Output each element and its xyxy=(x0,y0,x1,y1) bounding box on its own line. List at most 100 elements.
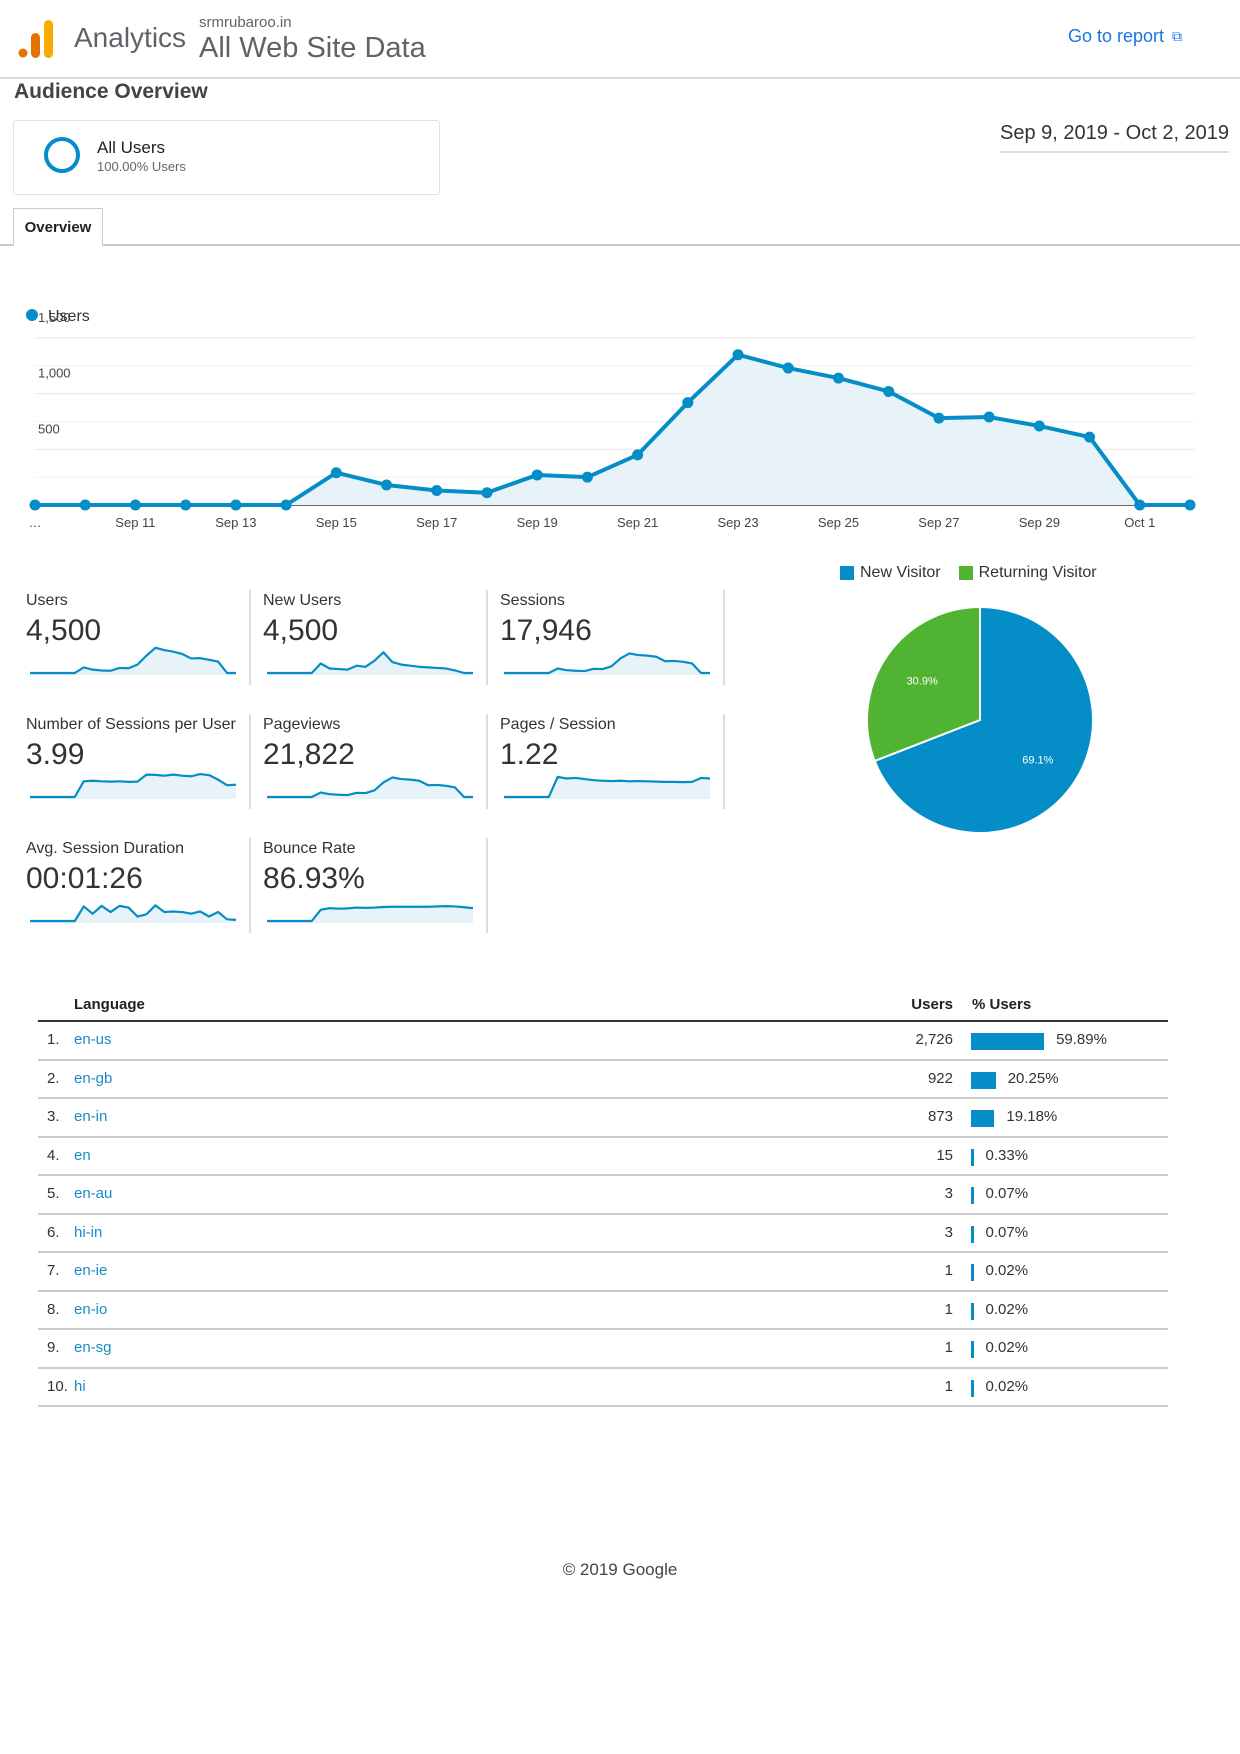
pct-bar xyxy=(971,1110,995,1127)
language-link[interactable]: hi-in xyxy=(74,1223,103,1241)
scorecard-value: 4,500 xyxy=(263,614,339,647)
pie-slice-new-visitor[interactable] xyxy=(873,605,1094,834)
sparkline-area xyxy=(30,774,236,799)
users-count: 1 xyxy=(944,1339,953,1356)
y-tick-label: 500 xyxy=(38,421,60,436)
users-point[interactable] xyxy=(431,485,443,497)
table-row: 8. en-io 1 0.02% xyxy=(38,1292,1168,1330)
table-row: 6. hi-in 3 0.07% xyxy=(38,1215,1168,1253)
users-point[interactable] xyxy=(581,471,593,483)
users-point[interactable] xyxy=(29,499,41,511)
users-series-line xyxy=(35,352,1190,507)
scorecard-divider xyxy=(723,714,725,809)
table-row: 10. hi 1 0.02% xyxy=(38,1369,1168,1407)
language-link[interactable]: en-in xyxy=(74,1108,108,1125)
language-link[interactable]: en-au xyxy=(74,1185,113,1202)
users-point[interactable] xyxy=(682,397,694,409)
users-point[interactable] xyxy=(832,372,844,384)
sparkline-area xyxy=(30,647,236,675)
scorecard-sparkline xyxy=(267,651,473,675)
users-point[interactable] xyxy=(1084,431,1096,443)
users-point[interactable] xyxy=(1033,420,1045,432)
table-row: 7. en-ie 1 0.02% xyxy=(38,1253,1168,1292)
row-index: 5. xyxy=(47,1185,60,1202)
language-link[interactable]: hi xyxy=(74,1377,86,1395)
date-range-picker[interactable]: Sep 9, 2019 - Oct 2, 2019 xyxy=(1000,122,1230,153)
header-pct-users: % Users xyxy=(972,996,1032,1013)
pct-users: 0.07% xyxy=(985,1185,1029,1202)
pct-users: 0.02% xyxy=(985,1339,1029,1356)
chart-legend-users: Users xyxy=(26,308,90,325)
users-point[interactable] xyxy=(129,499,141,511)
language-link[interactable]: en-us xyxy=(74,1031,112,1048)
segment-name: All Users xyxy=(97,138,166,157)
row-index: 2. xyxy=(47,1069,60,1087)
scorecard-label: Bounce Rate xyxy=(263,840,356,857)
x-tick-label: Sep 13 xyxy=(215,515,256,530)
language-link[interactable]: en-gb xyxy=(74,1069,113,1087)
legend-swatch-new xyxy=(840,566,854,580)
scorecard-label: New Users xyxy=(263,592,342,609)
users-point[interactable] xyxy=(933,412,945,424)
sparkline-area xyxy=(267,906,473,923)
pct-bar xyxy=(971,1071,996,1089)
sparkline-area xyxy=(30,905,236,923)
users-point[interactable] xyxy=(330,467,342,479)
scorecard-sparkline xyxy=(30,646,236,675)
report-title: Audience Overview xyxy=(14,80,208,103)
users-point[interactable] xyxy=(79,499,91,511)
pct-users: 0.02% xyxy=(985,1377,1029,1395)
y-tick-label: 1,000 xyxy=(38,366,71,381)
language-link[interactable]: en-ie xyxy=(74,1262,108,1279)
users-point[interactable] xyxy=(230,499,242,511)
x-tick-label: Sep 29 xyxy=(1019,515,1060,530)
pct-bar xyxy=(971,1302,974,1320)
scorecard-label: Pageviews xyxy=(263,716,341,733)
scorecard: Number of Sessions per User 3.99 xyxy=(26,716,256,826)
users-point[interactable] xyxy=(782,362,794,374)
users-point[interactable] xyxy=(280,499,292,511)
users-point[interactable] xyxy=(180,499,192,511)
sparkline-line xyxy=(267,651,473,675)
scorecard-divider xyxy=(486,714,488,809)
users-point[interactable] xyxy=(983,411,995,423)
legend-users-label: Users xyxy=(48,308,90,325)
scorecard: Bounce Rate 86.93% xyxy=(263,840,493,950)
users-count: 1 xyxy=(944,1262,953,1279)
legend-new-visitor: New Visitor xyxy=(840,564,941,582)
scorecard-label: Avg. Session Duration xyxy=(26,840,185,857)
x-tick-label: Sep 15 xyxy=(316,515,357,530)
users-point[interactable] xyxy=(632,449,644,461)
segment-card[interactable] xyxy=(13,120,440,195)
table-row: 1. en-us 2,726 59.89% xyxy=(38,1022,1168,1061)
language-link[interactable]: en xyxy=(74,1146,91,1164)
legend-dot xyxy=(26,309,38,321)
legend-returning-visitor: Returning Visitor xyxy=(958,564,1097,582)
users-point[interactable] xyxy=(883,385,895,397)
users-point[interactable] xyxy=(732,349,744,361)
pie-legend: New Visitor Returning Visitor xyxy=(840,564,1097,582)
tab-overview[interactable]: Overview xyxy=(13,208,103,246)
language-link[interactable]: en-sg xyxy=(74,1339,112,1356)
go-to-report-link[interactable]: Go to report ⧉ xyxy=(1068,26,1182,47)
users-point[interactable] xyxy=(1184,499,1196,511)
row-index: 1. xyxy=(47,1031,60,1048)
users-point[interactable] xyxy=(381,479,393,491)
pie-slice-returning-visitor[interactable] xyxy=(866,605,981,763)
pct-bar xyxy=(971,1187,974,1204)
language-link[interactable]: en-io xyxy=(74,1300,108,1318)
scorecard-divider xyxy=(249,590,251,685)
pct-users: 0.02% xyxy=(985,1262,1029,1279)
segment-circle-icon xyxy=(44,137,80,173)
scorecard-value: 17,946 xyxy=(500,614,592,647)
scorecard-value: 1.22 xyxy=(500,738,559,771)
row-index: 8. xyxy=(47,1300,60,1318)
users-point[interactable] xyxy=(531,469,543,481)
users-point[interactable] xyxy=(481,487,493,499)
row-index: 4. xyxy=(47,1146,60,1164)
scorecard-divider xyxy=(249,838,251,933)
users-point[interactable] xyxy=(1134,499,1146,511)
sparkline-area xyxy=(504,653,710,675)
sparkline-area xyxy=(267,652,473,675)
